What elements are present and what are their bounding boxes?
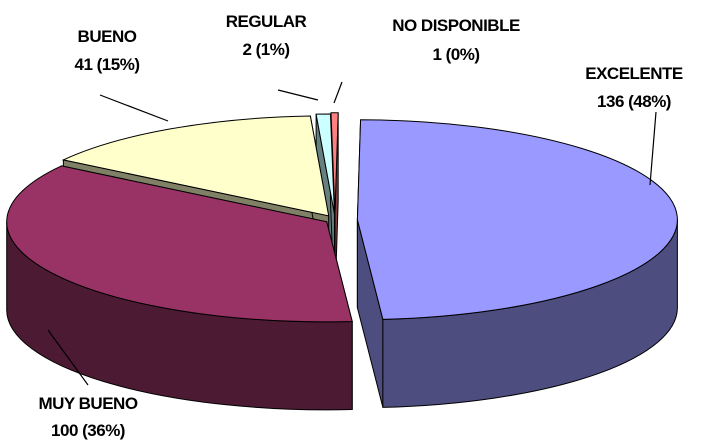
leader-bueno [99, 94, 169, 122]
leader-lines [47, 81, 657, 386]
slice-bueno [61, 115, 330, 217]
label-muy-bueno-name: MUY BUENO [38, 394, 137, 413]
leader-muy-bueno [47, 329, 89, 386]
slice-muy-bueno [6, 165, 353, 323]
slice-excelente [356, 119, 678, 320]
leader-regular [277, 89, 319, 101]
label-bueno-value: 41 (15%) [75, 55, 140, 74]
slice-no-disponible [330, 112, 339, 213]
slice-regular [315, 113, 335, 215]
label-regular-value: 2 (1%) [242, 40, 289, 59]
pie-tops [6, 112, 678, 323]
label-no-disponible-name: NO DISPONIBLE [392, 16, 520, 35]
label-muy-bueno-value: 100 (36%) [51, 421, 125, 440]
label-no-disponible-value: 1 (0%) [432, 45, 479, 64]
leader-no-disponible [333, 81, 343, 104]
slice-labels: EXCELENTE 136 (48%) MUY BUENO 100 (36%) … [38, 12, 683, 440]
label-excelente-value: 136 (48%) [597, 92, 671, 111]
label-bueno-name: BUENO [78, 27, 137, 46]
label-regular-name: REGULAR [226, 12, 307, 31]
label-excelente-name: EXCELENTE [585, 64, 683, 83]
leader-excelente [649, 111, 657, 186]
